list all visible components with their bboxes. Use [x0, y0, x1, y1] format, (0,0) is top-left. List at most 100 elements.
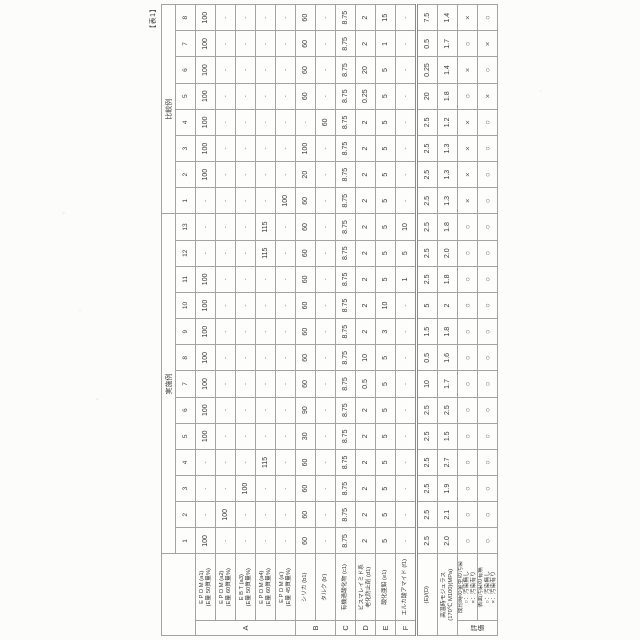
- cell-d1-col17: 2: [355, 109, 376, 136]
- cell-a2-col21: -: [215, 4, 236, 31]
- cell-a3-col19: -: [235, 56, 256, 84]
- cell-b1-col13: 60: [295, 213, 316, 241]
- cell-a1-col12: -: [195, 240, 216, 267]
- row-label-d1: ビスマレイミド系 老化防止剤 (d1): [355, 554, 376, 621]
- cell-surface-fouling-col19: ○: [477, 56, 498, 84]
- cell-a-dash-col10: -: [275, 292, 296, 319]
- cell-b-dash-col3: -: [315, 475, 336, 502]
- cell-a4-col2: -: [255, 501, 276, 528]
- cell-a3-col17: -: [235, 109, 256, 136]
- cell-modulus-col18: 1.8: [437, 83, 458, 110]
- row-label-a4: E P D M (a4) (E量 60質量%): [255, 554, 276, 621]
- column-number-header: 5: [175, 83, 196, 110]
- cell-a4-col3: -: [255, 475, 276, 502]
- cell-modulus-col14: 1.3: [437, 187, 458, 214]
- cell-c1-col8: 8.75: [335, 344, 356, 371]
- row-label-surface-fouling: 表面汚染の有無 ○：汚染無し ×：汚染有り: [477, 554, 498, 621]
- cell-ratio-col10: 5: [416, 292, 438, 319]
- cell-f1-col19: -: [395, 56, 417, 84]
- column-number-header: 11: [175, 266, 196, 293]
- cell-b1-col14: 60: [295, 187, 316, 214]
- cell-a-dash-col16: -: [275, 135, 296, 162]
- cell-a1-col11: 100: [195, 266, 216, 293]
- cell-b1-col11: 60: [295, 266, 316, 293]
- cell-a3-col5: -: [235, 423, 256, 450]
- cell-d1-col6: 2: [355, 397, 376, 424]
- cell-a-dash-col13: -: [275, 213, 296, 241]
- cell-a-dash-col14: 100: [275, 187, 296, 214]
- cell-a1-col1: 100: [195, 527, 216, 554]
- cell-surface-fouling-col12: ○: [477, 240, 498, 267]
- scan-noise-speck: [62, 212, 65, 214]
- group-letter-c1: C: [335, 620, 356, 636]
- cell-b-dash-col7: -: [315, 370, 336, 398]
- cell-f1-col15: -: [395, 161, 417, 188]
- cell-ratio-col6: 2.5: [416, 397, 438, 424]
- cell-ratio-col5: 2.5: [416, 423, 438, 450]
- cell-b-dash-col12: -: [315, 240, 336, 267]
- cell-surface-fouling-col2: ○: [477, 501, 498, 528]
- cell-mold-fouling-col4: ○: [457, 449, 478, 476]
- cell-b1-col21: 60: [295, 4, 316, 31]
- cell-f1-col14: -: [395, 187, 417, 214]
- cell-a3-col10: -: [235, 292, 256, 319]
- cell-a3-col2: -: [235, 501, 256, 528]
- cell-c1-col9: 8.75: [335, 318, 356, 345]
- cell-c1-col6: 8.75: [335, 397, 356, 424]
- cell-a-dash-col4: -: [275, 449, 296, 476]
- cell-e1-col15: 5: [375, 161, 396, 188]
- cell-c1-col1: 8.75: [335, 527, 356, 554]
- cell-mold-fouling-col12: ○: [457, 240, 478, 267]
- cell-surface-fouling-col10: ○: [477, 292, 498, 319]
- cell-b-dash-col6: -: [315, 397, 336, 424]
- cell-a-dash-col6: -: [275, 397, 296, 424]
- cell-a4-col8: -: [255, 344, 276, 371]
- cell-f1-col10: -: [395, 292, 417, 319]
- cell-a-dash-col3: -: [275, 475, 296, 502]
- group-letter-d1: D: [355, 620, 376, 636]
- cell-a4-col20: -: [255, 30, 276, 57]
- cell-c1-col20: 8.75: [335, 30, 356, 57]
- table-head: 実施例 比較例 1 2 3 4 5 6 7 8 9 10 11 12 13 1 2 3 4 5 6 7 8: [161, 4, 196, 636]
- cell-mold-fouling-col3: ○: [457, 475, 478, 502]
- cell-b1-col5: 30: [295, 423, 316, 450]
- cell-d1-col7: 0.5: [355, 370, 376, 398]
- cell-mold-fouling-col13: ○: [457, 213, 478, 241]
- cell-mold-fouling-col21: ×: [457, 4, 478, 31]
- cell-b-dash-col4: -: [315, 449, 336, 476]
- cell-d1-col21: 2: [355, 4, 376, 31]
- cell-a1-col18: 100: [195, 83, 216, 110]
- group-letter-e1: E: [375, 620, 396, 636]
- row-label-a1: E P D M (a1) (E量 50質量%): [195, 554, 216, 621]
- cell-a-dash-col12: -: [275, 240, 296, 267]
- column-number-header: 2: [175, 161, 196, 188]
- cell-a4-col6: -: [255, 397, 276, 424]
- cell-a3-col18: -: [235, 83, 256, 110]
- cell-d1-col12: 2: [355, 240, 376, 267]
- cell-b-dash-col20: -: [315, 30, 336, 57]
- cell-b1-col20: 60: [295, 30, 316, 57]
- cell-surface-fouling-col15: ○: [477, 161, 498, 188]
- cell-d1-col20: 2: [355, 30, 376, 57]
- cell-a-dash-col8: -: [275, 344, 296, 371]
- cell-d1-col18: 0.25: [355, 83, 376, 110]
- cell-mold-fouling-col10: ○: [457, 292, 478, 319]
- cell-modulus-col13: 1.8: [437, 213, 458, 241]
- cell-mold-fouling-col14: ×: [457, 187, 478, 214]
- cell-c1-col10: 8.75: [335, 292, 356, 319]
- cell-b-dash-col17: 60: [315, 109, 336, 136]
- cell-a1-col17: 100: [195, 109, 216, 136]
- cell-a4-col10: -: [255, 292, 276, 319]
- cell-a4-col7: -: [255, 370, 276, 398]
- cell-a2-col14: -: [215, 187, 236, 214]
- cell-a3-col15: -: [235, 161, 256, 188]
- cell-a1-col8: 100: [195, 344, 216, 371]
- cell-modulus-col1: 2.0: [437, 527, 458, 554]
- row-label-b-dash: タルク (b'): [315, 554, 336, 621]
- cell-b-dash-col2: -: [315, 501, 336, 528]
- cell-a1-col9: 100: [195, 318, 216, 345]
- cell-mold-fouling-col9: ○: [457, 318, 478, 345]
- column-number-header: 6: [175, 56, 196, 84]
- cell-a3-col1: -: [235, 527, 256, 554]
- cell-f1-col18: -: [395, 83, 417, 110]
